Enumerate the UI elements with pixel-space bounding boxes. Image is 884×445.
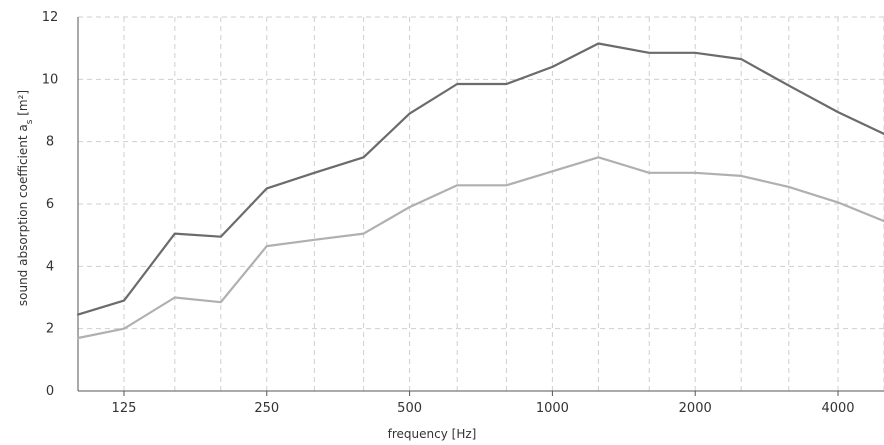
x-tick-label: 500 xyxy=(397,401,422,416)
y-tick-label: 12 xyxy=(42,10,59,25)
y-axis-title: sound absorption coefficient as [m²] xyxy=(16,90,35,306)
y-axis-title-subscript: s xyxy=(25,119,35,124)
series-line-2 xyxy=(76,156,884,340)
series-line-1 xyxy=(76,42,884,316)
x-tick-label: 250 xyxy=(254,401,279,416)
x-tick-label: 2000 xyxy=(679,401,712,416)
y-axis-title-unit: [m²] xyxy=(16,90,30,120)
x-tick-label: 4000 xyxy=(821,401,854,416)
y-tick-label: 10 xyxy=(42,72,59,87)
x-tick-label: 1000 xyxy=(536,401,569,416)
y-tick-label: 0 xyxy=(46,384,54,399)
grid xyxy=(78,16,884,391)
y-tick-label: 2 xyxy=(46,322,54,337)
tick-labels: 0 2 4 6 8 10 12 125 250 500 1000 2000 4000 xyxy=(42,10,855,416)
x-tick-label: 125 xyxy=(112,401,137,416)
y-tick-label: 4 xyxy=(46,259,54,274)
axes xyxy=(77,17,884,396)
x-axis-title: frequency [Hz] xyxy=(388,427,477,441)
y-axis-title-main: sound absorption coefficient a xyxy=(16,124,30,306)
y-tick-label: 8 xyxy=(46,135,54,150)
y-tick-label: 6 xyxy=(46,197,54,212)
series-lines xyxy=(76,42,884,340)
